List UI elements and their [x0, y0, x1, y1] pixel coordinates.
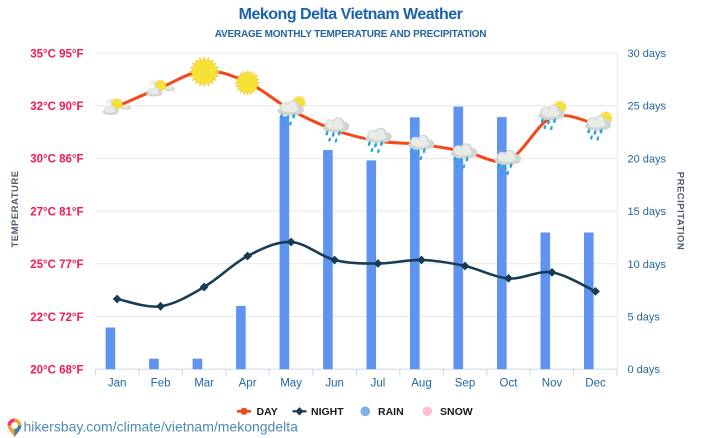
svg-text:TEMPERATURE: TEMPERATURE [10, 170, 21, 247]
svg-text:25°C 77°F: 25°C 77°F [30, 259, 83, 271]
svg-text:hikersbay.com/climate/vietnam/: hikersbay.com/climate/vietnam/mekongdelt… [24, 419, 299, 435]
svg-text:30 days: 30 days [628, 48, 667, 60]
svg-text:DAY: DAY [257, 406, 278, 418]
svg-text:27°C 81°F: 27°C 81°F [30, 206, 83, 218]
svg-text:30°C 86°F: 30°C 86°F [30, 154, 83, 166]
svg-text:32°C 90°F: 32°C 90°F [30, 101, 83, 113]
svg-text:May: May [280, 378, 302, 390]
svg-text:PRECIPITATION: PRECIPITATION [675, 172, 686, 250]
svg-text:NIGHT: NIGHT [311, 406, 344, 418]
svg-text:0 days: 0 days [628, 364, 661, 376]
svg-text:Mekong Delta Vietnam Weather: Mekong Delta Vietnam Weather [239, 6, 463, 23]
svg-text:SNOW: SNOW [440, 406, 473, 418]
svg-text:35°C 95°F: 35°C 95°F [30, 48, 83, 60]
svg-text:Dec: Dec [585, 378, 606, 390]
svg-text:AVERAGE MONTHLY TEMPERATURE AN: AVERAGE MONTHLY TEMPERATURE AND PRECIPIT… [215, 29, 487, 40]
svg-text:Jun: Jun [325, 378, 344, 390]
svg-text:Feb: Feb [151, 378, 171, 390]
svg-text:RAIN: RAIN [378, 406, 404, 418]
svg-text:20°C 68°F: 20°C 68°F [30, 365, 83, 377]
svg-text:Mar: Mar [194, 378, 214, 390]
svg-text:Aug: Aug [411, 378, 431, 390]
svg-text:Jul: Jul [371, 378, 386, 390]
svg-text:Nov: Nov [542, 378, 563, 390]
svg-text:Apr: Apr [239, 378, 257, 390]
svg-text:Sep: Sep [455, 378, 475, 390]
svg-text:Oct: Oct [500, 378, 519, 390]
svg-text:5 days: 5 days [628, 312, 661, 324]
svg-text:Jan: Jan [108, 378, 127, 390]
svg-text:10 days: 10 days [628, 259, 667, 271]
svg-text:22°C 72°F: 22°C 72°F [30, 312, 83, 324]
svg-text:20 days: 20 days [628, 153, 667, 165]
svg-text:25 days: 25 days [628, 101, 667, 113]
svg-text:15 days: 15 days [628, 206, 667, 218]
